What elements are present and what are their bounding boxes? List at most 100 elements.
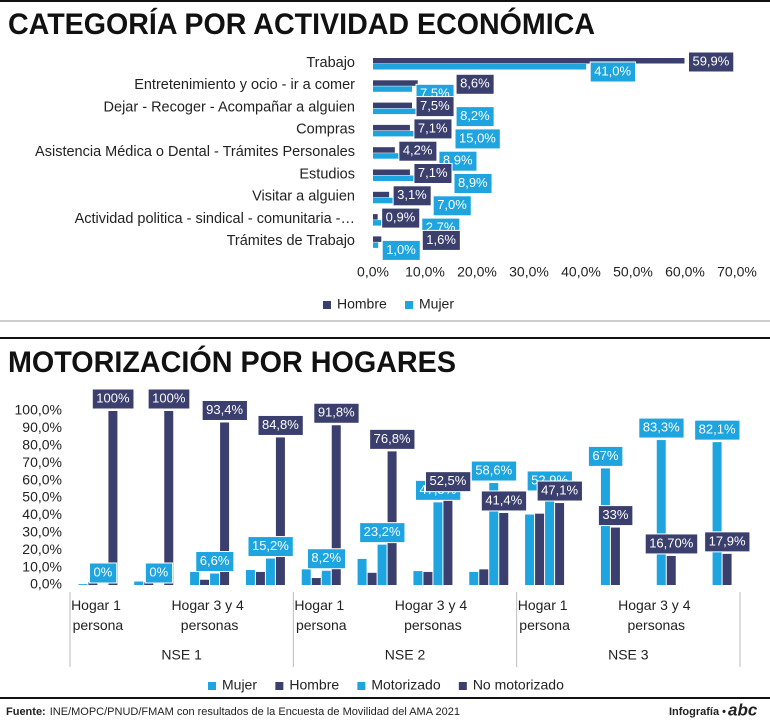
value-label: 3,1%: [397, 187, 427, 202]
top-rule: [0, 0, 770, 2]
value-label-box: [597, 505, 634, 527]
value-label: 7,1%: [418, 165, 448, 180]
bar: [413, 571, 423, 585]
x-tick-label: Hogar 3 y 4 personas: [395, 597, 471, 633]
bar: [275, 437, 285, 585]
x-tick-label: 0,0%: [357, 264, 389, 280]
bar: [265, 558, 275, 585]
value-label-box: [455, 106, 495, 128]
bar: [144, 582, 154, 585]
bar: [373, 147, 395, 153]
bar: [373, 220, 388, 226]
y-tick-label: 20,0%: [22, 541, 62, 557]
legend-label: Motorizado: [371, 677, 440, 693]
bar: [600, 468, 610, 585]
value-label: 58,6%: [475, 462, 512, 477]
bar: [373, 58, 685, 64]
value-label: 7,1%: [418, 120, 448, 135]
bar: [220, 422, 230, 585]
value-label-box: [413, 163, 453, 184]
category-label: Dejar - Recoger - Acompañar a alguien: [104, 99, 355, 115]
legend-swatch: [208, 682, 216, 690]
legend-label: Hombre: [289, 677, 339, 693]
legend-label: Mujer: [419, 296, 454, 312]
bar: [357, 558, 367, 585]
value-label-box: [381, 207, 421, 229]
bar: [373, 86, 412, 92]
logo: abc: [728, 700, 758, 719]
bar: [373, 191, 390, 198]
bar: [373, 175, 420, 181]
value-label: 82,1%: [699, 422, 736, 437]
bar: [331, 425, 341, 585]
legend-label: Hombre: [337, 296, 387, 312]
value-label: 67%: [592, 448, 618, 463]
value-label: 8,6%: [460, 76, 490, 91]
value-label-box: [91, 388, 135, 410]
value-label: 7,0%: [437, 197, 467, 212]
bar: [321, 570, 331, 585]
category-label: Trabajo: [306, 55, 355, 71]
value-label-box: [455, 73, 495, 95]
bar: [210, 573, 220, 585]
value-label-box: [644, 533, 699, 555]
value-label: 84,8%: [262, 417, 299, 432]
value-label: 0,9%: [386, 210, 416, 225]
value-label: 1,6%: [426, 232, 456, 247]
bar: [108, 411, 118, 585]
value-label-box: [398, 140, 438, 162]
legend-label: Mujer: [222, 677, 257, 693]
value-label: 52,5%: [429, 473, 466, 488]
legend-swatch: [275, 682, 284, 690]
y-tick-label: 30,0%: [22, 524, 62, 540]
bar: [373, 102, 412, 109]
value-label: 41,0%: [594, 63, 631, 78]
y-tick-label: 50,0%: [22, 489, 62, 505]
y-tick-label: 100,0%: [15, 402, 62, 418]
category-label: Trámites de Trabajo: [227, 233, 355, 249]
bar: [479, 569, 489, 585]
bottom-rule: [0, 697, 770, 699]
bar: [433, 502, 443, 585]
value-label: 6,6%: [200, 553, 230, 568]
x-tick-label: 60,0%: [665, 264, 705, 280]
bar: [525, 514, 535, 585]
bar: [134, 581, 144, 585]
bar: [373, 108, 416, 115]
category-label: Actividad politica - sindical - comunita…: [75, 211, 355, 227]
source-label: Fuente:: [6, 706, 46, 718]
value-label-box: [694, 419, 741, 441]
group-label: NSE 3: [608, 647, 649, 663]
y-tick-label: 40,0%: [22, 506, 62, 522]
value-label: 47,1%: [541, 482, 578, 497]
value-label: 91,8%: [318, 405, 355, 420]
chart-title: CATEGORÍA POR ACTIVIDAD ECONÓMICA: [8, 7, 595, 41]
bar: [373, 130, 451, 137]
credit: Infografía •: [669, 706, 726, 718]
bar: [545, 492, 555, 585]
value-label: 4,2%: [403, 143, 433, 158]
value-label-box: [589, 61, 637, 83]
value-label-box: [195, 551, 235, 573]
bar: [245, 570, 255, 585]
value-label: 16,70%: [649, 535, 694, 550]
legend-swatch: [405, 301, 414, 309]
value-label: 100%: [96, 390, 130, 405]
bar: [164, 411, 174, 585]
bar: [367, 572, 377, 585]
value-label: 59,9%: [692, 53, 729, 68]
value-label: 7,5%: [420, 98, 450, 113]
value-label-box: [89, 562, 118, 584]
x-tick-label: Hogar 1 persona: [71, 597, 125, 633]
category-label: Entretenimiento y ocio - ir a comer: [134, 77, 355, 93]
x-tick-label: 50,0%: [613, 264, 653, 280]
bar: [443, 493, 453, 585]
legend-swatch: [357, 682, 366, 690]
legend-label: No motorizado: [473, 677, 564, 693]
divider: [0, 337, 770, 339]
value-label-box: [415, 96, 455, 118]
category-label: Asistencia Médica o Dental - Trámites Pe…: [35, 144, 355, 160]
value-label-box: [638, 417, 685, 439]
value-label-box: [687, 51, 735, 73]
